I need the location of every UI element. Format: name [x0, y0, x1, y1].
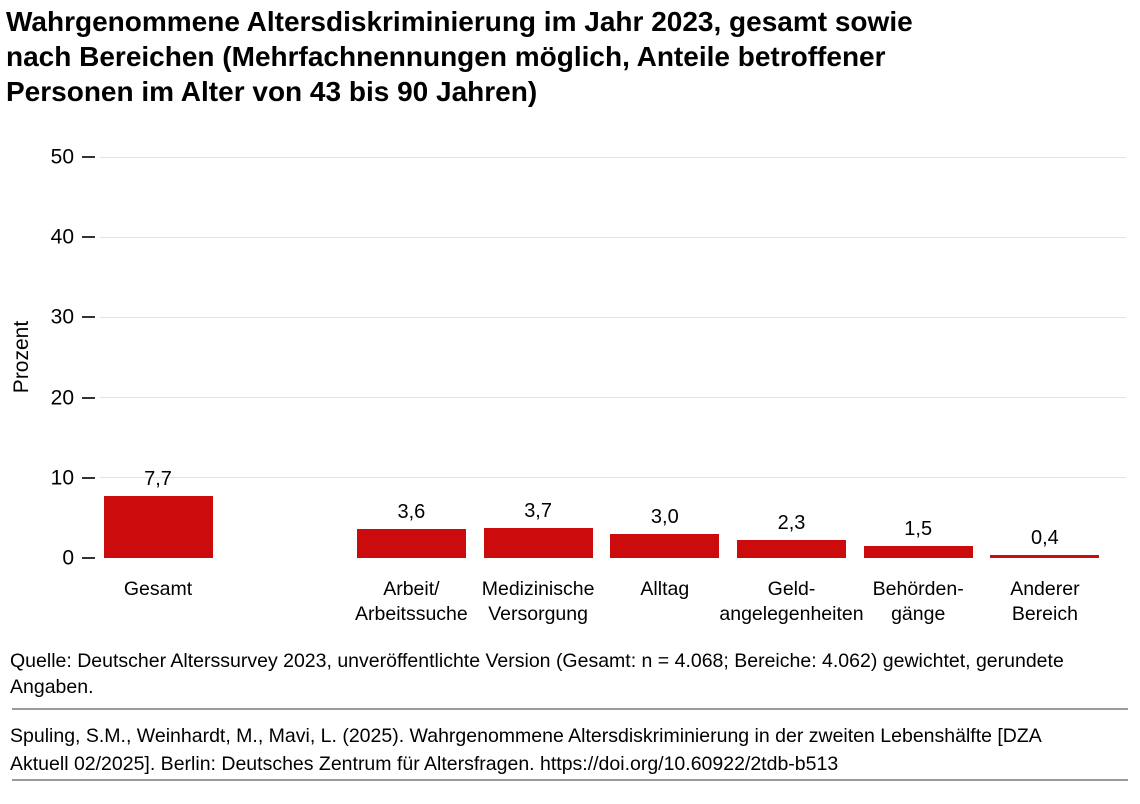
bar — [990, 554, 1100, 558]
bar-value-label: 3,7 — [524, 500, 552, 523]
category-label: Gesamt — [123, 578, 193, 600]
y-tick-label: 50 — [50, 145, 74, 169]
category-label: Geld- angelegenheiten — [719, 578, 864, 625]
gridline — [100, 236, 1126, 238]
divider-top — [12, 708, 1128, 710]
bar-value-label: 0,4 — [1030, 526, 1059, 549]
category-label: Arbeit/ Arbeitssuche — [355, 578, 468, 625]
source-note: Quelle: Deutscher Alterssurvey 2023, unv… — [10, 650, 1064, 698]
category-label: Alltag — [640, 578, 690, 600]
y-tick-mark — [82, 396, 95, 399]
y-tick-label: 20 — [50, 386, 74, 410]
gridline — [100, 477, 1126, 479]
y-tick-label: 40 — [50, 225, 74, 249]
y-tick-mark — [82, 156, 95, 158]
citation: Spuling, S.M., Weinhardt, M., Mavi, L. (… — [10, 725, 1042, 775]
bar — [610, 533, 720, 558]
gridline — [100, 316, 1126, 318]
gridline — [100, 156, 1126, 158]
bar — [103, 496, 213, 558]
bar-value-label: 3,6 — [397, 501, 426, 524]
bar-value-label: 3,0 — [650, 505, 679, 528]
bar-value-label: 2,3 — [777, 511, 806, 534]
category-label: Medizinische Versorgung — [481, 578, 595, 625]
y-tick-mark — [82, 476, 95, 479]
y-tick-label: 30 — [50, 305, 74, 329]
chart-title: Wahrgenommene Altersdiskriminierung im J… — [6, 6, 913, 107]
bar — [863, 545, 973, 558]
bar — [737, 539, 846, 558]
bar — [483, 528, 593, 558]
y-axis-label: Prozent — [10, 320, 33, 394]
gridline — [100, 397, 1126, 399]
bar-value-label: 7,7 — [144, 468, 172, 491]
y-tick-label: 0 — [62, 546, 74, 570]
category-label: Behörden- gänge — [872, 578, 964, 625]
y-tick-mark — [82, 236, 95, 239]
category-label: Anderer Bereich — [1010, 578, 1080, 625]
bar-value-label: 1,5 — [904, 517, 933, 540]
y-tick-mark — [82, 316, 95, 319]
y-tick-label: 10 — [50, 466, 74, 490]
divider-bottom — [12, 779, 1128, 781]
y-tick-mark — [82, 557, 95, 559]
plot-area: 0 10 20 30 40 50 7,7 Gesamt 3,6 Arbeit/ Arbeitssu… — [51, 147, 1126, 625]
bar — [356, 529, 466, 558]
